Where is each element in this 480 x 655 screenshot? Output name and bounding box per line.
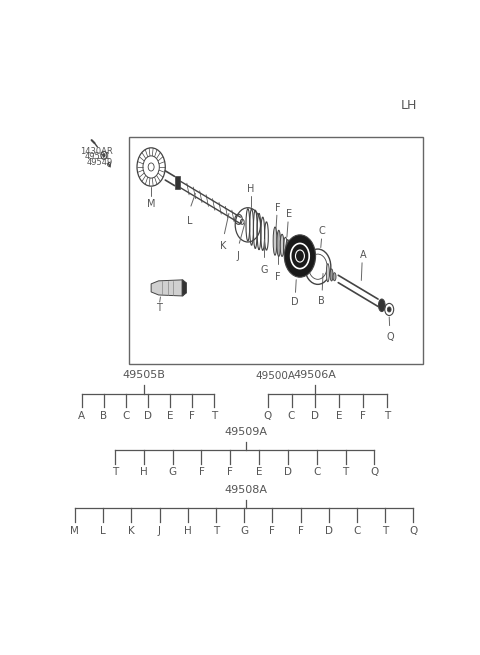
- Text: T: T: [384, 411, 391, 421]
- Text: C: C: [122, 411, 130, 421]
- Text: C: C: [319, 227, 325, 236]
- Text: D: D: [325, 526, 333, 536]
- Text: T: T: [382, 526, 388, 536]
- Ellipse shape: [277, 230, 281, 257]
- Text: H: H: [247, 184, 254, 194]
- Text: K: K: [220, 241, 227, 252]
- Text: A: A: [360, 250, 367, 260]
- Text: Q: Q: [409, 526, 418, 536]
- Text: 1430AR: 1430AR: [81, 147, 113, 156]
- Polygon shape: [182, 280, 186, 296]
- Text: J: J: [236, 251, 239, 261]
- Text: A: A: [78, 411, 85, 421]
- Polygon shape: [151, 280, 186, 296]
- Text: D: D: [312, 411, 320, 421]
- Text: G: G: [260, 265, 268, 274]
- Text: F: F: [275, 272, 280, 282]
- Text: T: T: [342, 468, 348, 477]
- Text: 49500A: 49500A: [256, 371, 296, 381]
- Text: F: F: [275, 202, 280, 213]
- Text: T: T: [211, 411, 217, 421]
- Ellipse shape: [326, 264, 329, 282]
- Text: B: B: [318, 296, 324, 306]
- Text: B: B: [100, 411, 107, 421]
- Text: J: J: [158, 526, 161, 536]
- Text: D: D: [290, 297, 298, 307]
- Text: D: D: [144, 411, 152, 421]
- Circle shape: [284, 235, 315, 277]
- Text: E: E: [167, 411, 173, 421]
- Circle shape: [103, 154, 105, 157]
- Text: Q: Q: [264, 411, 272, 421]
- Text: T: T: [156, 303, 161, 313]
- Text: H: H: [140, 468, 148, 477]
- Text: G: G: [168, 468, 177, 477]
- Text: K: K: [128, 526, 135, 536]
- Bar: [175, 176, 180, 189]
- Text: 49551: 49551: [84, 152, 110, 161]
- Text: F: F: [189, 411, 195, 421]
- Text: L: L: [187, 216, 192, 226]
- Ellipse shape: [330, 269, 333, 281]
- Text: E: E: [336, 411, 343, 421]
- Text: F: F: [228, 468, 233, 477]
- Text: 49549: 49549: [87, 159, 113, 167]
- Text: M: M: [147, 198, 156, 209]
- Text: D: D: [284, 468, 292, 477]
- Text: F: F: [199, 468, 204, 477]
- Ellipse shape: [286, 240, 289, 258]
- Text: Q: Q: [370, 468, 378, 477]
- Text: 49505B: 49505B: [122, 369, 165, 380]
- Text: E: E: [256, 468, 263, 477]
- Text: Q: Q: [386, 332, 394, 342]
- Text: T: T: [112, 468, 118, 477]
- Text: H: H: [184, 526, 192, 536]
- Ellipse shape: [333, 272, 336, 281]
- Text: F: F: [298, 526, 303, 536]
- Text: F: F: [360, 411, 366, 421]
- Text: C: C: [288, 411, 295, 421]
- Text: G: G: [240, 526, 248, 536]
- Text: 49506A: 49506A: [293, 369, 336, 380]
- Text: 49509A: 49509A: [225, 426, 267, 437]
- Ellipse shape: [280, 234, 284, 257]
- Ellipse shape: [378, 299, 385, 312]
- Text: C: C: [313, 468, 321, 477]
- Ellipse shape: [273, 227, 277, 255]
- Text: LH: LH: [401, 99, 417, 112]
- Text: F: F: [269, 526, 276, 536]
- Text: C: C: [353, 526, 360, 536]
- Text: 49508A: 49508A: [225, 485, 267, 495]
- Text: L: L: [100, 526, 106, 536]
- Text: M: M: [71, 526, 79, 536]
- Bar: [129, 137, 423, 364]
- Text: T: T: [213, 526, 219, 536]
- Circle shape: [387, 307, 391, 312]
- Text: E: E: [286, 210, 292, 219]
